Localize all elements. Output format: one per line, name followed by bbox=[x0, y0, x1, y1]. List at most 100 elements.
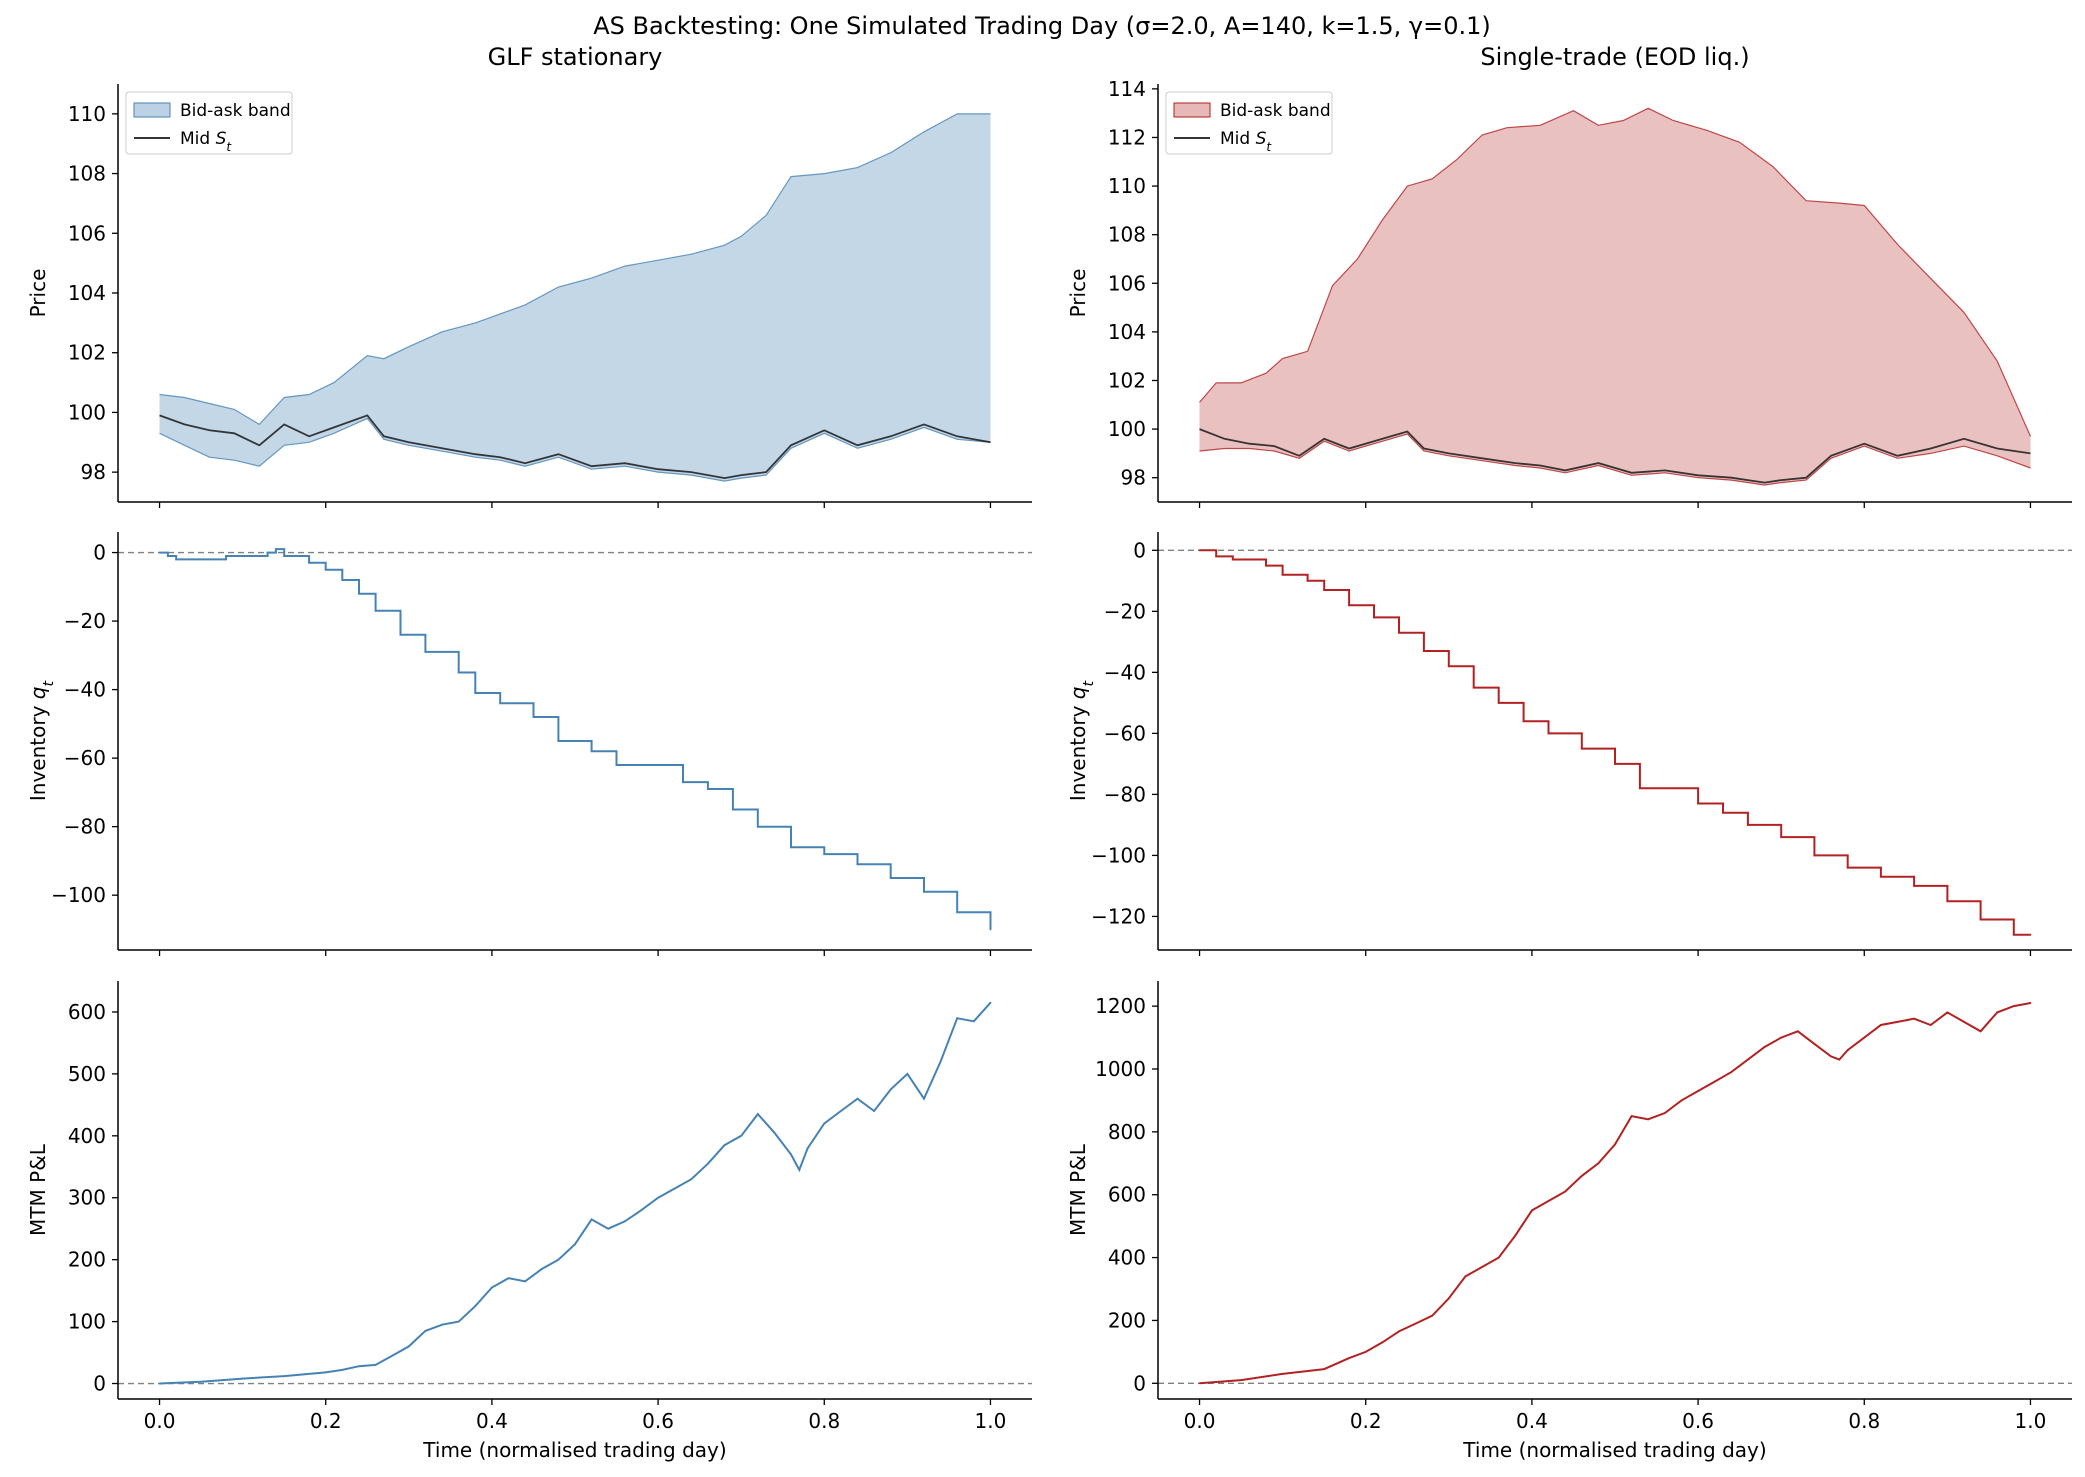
data-point bbox=[1630, 1115, 1633, 1118]
y-axis-label: MTM P&L bbox=[26, 1143, 50, 1236]
data-point bbox=[557, 740, 560, 742]
y-tick-label: −100 bbox=[1091, 843, 1146, 867]
data-point bbox=[1547, 732, 1550, 735]
y-tick-label: 104 bbox=[1108, 320, 1146, 344]
data-point bbox=[1531, 1209, 1533, 1212]
data-point bbox=[1231, 558, 1234, 561]
data-point bbox=[1414, 1322, 1417, 1325]
y-tick-label: 600 bbox=[1108, 1183, 1146, 1207]
y-tick-label: 98 bbox=[1121, 466, 1146, 490]
data-point bbox=[424, 1329, 427, 1332]
data-point bbox=[225, 555, 227, 557]
data-point bbox=[358, 1365, 360, 1368]
data-point bbox=[839, 1110, 842, 1112]
data-point bbox=[1722, 811, 1724, 814]
data-point bbox=[1763, 1046, 1766, 1048]
y-tick-label: 0 bbox=[93, 1372, 106, 1396]
data-point bbox=[1830, 1055, 1832, 1058]
data-point bbox=[1672, 787, 1675, 790]
x-tick-label: 0.2 bbox=[1350, 1409, 1382, 1433]
data-point bbox=[731, 808, 734, 811]
legend-entry-label: Bid-ask band bbox=[180, 101, 291, 121]
data-point bbox=[1447, 1297, 1450, 1300]
data-point bbox=[1946, 900, 1949, 903]
data-point bbox=[274, 548, 277, 551]
data-point bbox=[756, 825, 759, 828]
data-point bbox=[374, 609, 377, 612]
data-point bbox=[474, 692, 477, 694]
data-point bbox=[1663, 1112, 1666, 1114]
y-tick-label: 108 bbox=[1108, 223, 1146, 247]
ask-edge-line bbox=[1199, 107, 2032, 437]
data-point bbox=[1348, 604, 1351, 607]
data-point bbox=[707, 788, 709, 790]
data-point bbox=[790, 1153, 792, 1156]
data-point bbox=[1796, 1030, 1799, 1033]
data-point bbox=[441, 1323, 443, 1326]
data-point bbox=[1580, 747, 1583, 750]
y-tick-label: 200 bbox=[1108, 1308, 1146, 1332]
data-point bbox=[673, 1187, 676, 1190]
data-point bbox=[457, 1320, 460, 1323]
data-point bbox=[590, 750, 593, 753]
y-tick-label: 110 bbox=[68, 102, 106, 126]
data-point bbox=[1614, 762, 1616, 765]
y-tick-label: 98 bbox=[81, 460, 106, 484]
data-point bbox=[798, 1168, 801, 1171]
data-point bbox=[1481, 1266, 1483, 1268]
data-point bbox=[1431, 1314, 1434, 1317]
data-point bbox=[615, 764, 618, 766]
y-tick-label: 0 bbox=[1133, 1371, 1146, 1395]
x-axis-label: Time (normalised trading day) bbox=[422, 1438, 726, 1462]
data-point bbox=[266, 551, 269, 554]
x-axis-label: Time (normalised trading day) bbox=[1462, 1438, 1766, 1462]
data-point bbox=[491, 1286, 493, 1289]
data-point bbox=[1896, 1020, 1899, 1023]
data-point bbox=[200, 1380, 202, 1383]
legend-entry-label: Mid St bbox=[1220, 129, 1272, 154]
y-tick-label: 112 bbox=[1108, 125, 1146, 149]
y-tick-label: −120 bbox=[1091, 904, 1146, 928]
data-point bbox=[557, 1258, 560, 1261]
data-point bbox=[806, 1147, 809, 1150]
inventory-step-line bbox=[159, 548, 992, 930]
y-tick-label: −60 bbox=[64, 746, 106, 770]
data-point bbox=[889, 1088, 892, 1091]
data-point bbox=[623, 1220, 626, 1223]
x-tick-label: 0.6 bbox=[1682, 1409, 1714, 1433]
data-point bbox=[607, 1227, 610, 1230]
x-tick-label: 1.0 bbox=[2015, 1409, 2047, 1433]
data-point bbox=[1464, 1275, 1467, 1278]
data-point bbox=[1780, 1036, 1783, 1039]
figure-suptitle: AS Backtesting: One Simulated Trading Da… bbox=[593, 12, 1491, 40]
x-tick-label: 0.2 bbox=[310, 1409, 342, 1433]
data-point bbox=[1697, 802, 1699, 805]
data-point bbox=[457, 671, 460, 674]
y-tick-label: 1200 bbox=[1095, 994, 1146, 1018]
legend-band-swatch bbox=[1173, 102, 1211, 118]
y-tick-label: 1000 bbox=[1095, 1057, 1146, 1081]
x-tick-label: 0.8 bbox=[808, 1409, 840, 1433]
y-axis-label: Inventory qt bbox=[26, 680, 57, 802]
data-point bbox=[175, 558, 178, 561]
data-point bbox=[657, 1196, 659, 1199]
data-point bbox=[1348, 1357, 1351, 1360]
data-point bbox=[2012, 933, 2015, 936]
y-tick-label: 0 bbox=[93, 541, 106, 565]
legend-band-swatch bbox=[133, 102, 171, 118]
data-point bbox=[1580, 1174, 1583, 1177]
data-point bbox=[923, 1097, 925, 1100]
legend: Bid-ask band Mid St bbox=[125, 91, 293, 155]
y-tick-label: 104 bbox=[68, 281, 106, 305]
data-point bbox=[1680, 1099, 1683, 1102]
data-point bbox=[1913, 1017, 1916, 1020]
data-point bbox=[1514, 1234, 1517, 1237]
data-point bbox=[1713, 1080, 1716, 1083]
data-point bbox=[158, 1382, 161, 1385]
data-point bbox=[1639, 787, 1641, 790]
data-point bbox=[1996, 1011, 1999, 1014]
data-point bbox=[989, 1001, 992, 1004]
data-point bbox=[208, 558, 211, 561]
pnl-line bbox=[159, 1002, 992, 1385]
data-point bbox=[790, 846, 792, 849]
